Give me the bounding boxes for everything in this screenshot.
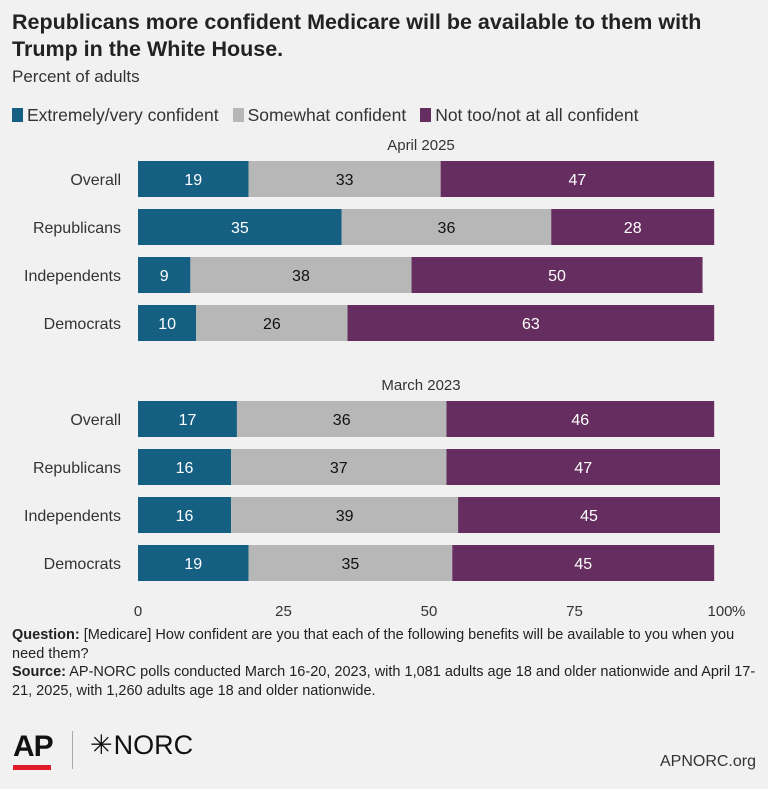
ap-logo: AP — [13, 730, 54, 763]
data-label: 45 — [580, 508, 598, 525]
data-label: 16 — [176, 508, 194, 525]
data-label: 26 — [263, 316, 281, 333]
bar-segment — [138, 545, 249, 581]
row-label-republicans: Republicans — [33, 220, 121, 237]
bar-segment — [248, 161, 441, 197]
legend-label-somewhat: Somewhat confident — [247, 104, 407, 125]
data-label: 50 — [548, 268, 566, 285]
bar-segment — [138, 305, 197, 341]
x-tick-label: 75 — [566, 603, 583, 620]
chart-subtitle: Percent of adults — [12, 67, 140, 86]
bar-segment — [231, 497, 459, 533]
question-label: Question: — [12, 627, 80, 643]
bar-segment — [196, 305, 348, 341]
legend-label-extremely: Extremely/very confident — [27, 104, 219, 125]
bar-segment — [446, 449, 720, 485]
bar-segment — [248, 545, 453, 581]
question-note: Question: [Medicare] How confident are y… — [12, 626, 760, 663]
stacked-bar-chart: April 2025 Overall 19 33 47 Republicans 35 36 28… — [24, 137, 745, 620]
bar-segment — [138, 401, 237, 437]
data-label: 28 — [624, 220, 642, 237]
legend: Extremely/very confident Somewhat confid… — [12, 103, 639, 127]
bar-segment — [138, 497, 232, 533]
data-label: 45 — [574, 556, 592, 573]
source-note: Source: AP-NORC polls conducted March 16… — [12, 663, 760, 700]
data-label: 38 — [292, 268, 310, 285]
bar-segment — [231, 449, 447, 485]
bar-segment — [347, 305, 715, 341]
data-label: 10 — [158, 316, 176, 333]
x-tick-label: 100 — [707, 603, 732, 620]
x-axis-unit: % — [732, 603, 745, 620]
data-label: 19 — [184, 556, 202, 573]
logo-divider — [72, 731, 73, 769]
data-label: 35 — [342, 556, 360, 573]
data-label: 33 — [336, 172, 354, 189]
norc-logo: ✳NORC — [90, 730, 193, 761]
row-label-republicans: Republicans — [33, 460, 121, 477]
norc-star-icon: ✳ — [90, 730, 113, 760]
legend-item-somewhat: Somewhat confident — [232, 104, 407, 126]
legend-item-extremely: Extremely/very confident — [12, 105, 219, 126]
data-label: 35 — [231, 220, 249, 237]
bar-segment — [341, 209, 552, 245]
data-label: 36 — [333, 412, 351, 429]
row-label-independents: Independents — [24, 268, 121, 285]
source-label: Source: — [12, 664, 66, 680]
bar-segment — [452, 545, 715, 581]
norc-logo-text: NORC — [113, 730, 194, 760]
footnote: Question: [Medicare] How confident are y… — [12, 626, 760, 700]
data-label: 37 — [330, 460, 348, 477]
group-label-april-2025: April 2025 — [387, 137, 455, 154]
data-label: 39 — [336, 508, 354, 525]
row-label-independents: Independents — [24, 508, 121, 525]
x-tick-label: 0 — [134, 603, 142, 620]
question-text: [Medicare] How confident are you that ea… — [12, 627, 735, 662]
data-label: 46 — [571, 412, 589, 429]
data-label: 47 — [574, 460, 592, 477]
legend-swatch-somewhat — [232, 108, 244, 122]
group-label-march-2023: March 2023 — [381, 377, 460, 394]
row-label-overall: Overall — [70, 172, 121, 189]
x-tick-label: 50 — [421, 603, 438, 620]
bar-segment — [138, 161, 249, 197]
ap-logo-underline — [13, 765, 51, 770]
legend-swatch-not-too — [420, 108, 432, 122]
bar-segment — [458, 497, 720, 533]
source-text: AP-NORC polls conducted March 16-20, 202… — [12, 664, 756, 699]
bar-segment — [446, 401, 715, 437]
bar-segment — [411, 257, 703, 293]
row-label-overall: Overall — [70, 412, 121, 429]
bar-segment — [138, 257, 191, 293]
bar-segment — [138, 449, 232, 485]
legend-swatch-extremely — [12, 108, 23, 122]
bar-segment — [138, 209, 342, 245]
data-label: 36 — [438, 220, 456, 237]
data-label: 19 — [184, 172, 202, 189]
row-label-democrats: Democrats — [44, 556, 121, 573]
data-label: 16 — [176, 460, 194, 477]
data-label: 63 — [522, 316, 540, 333]
x-tick-label: 25 — [275, 603, 292, 620]
bar-segment — [236, 401, 447, 437]
data-label: 47 — [569, 172, 587, 189]
bar-segment — [551, 209, 715, 245]
data-label: 17 — [179, 412, 197, 429]
chart-title: Republicans more confident Medicare will… — [12, 10, 702, 61]
legend-item-not-too: Not too/not at all confident — [420, 104, 639, 126]
data-label: 9 — [160, 268, 169, 285]
row-label-democrats: Democrats — [44, 316, 121, 333]
site-url: APNORC.org — [659, 753, 756, 770]
legend-label-not-too: Not too/not at all confident — [435, 104, 639, 125]
bar-segment — [440, 161, 715, 197]
bar-segment — [190, 257, 412, 293]
